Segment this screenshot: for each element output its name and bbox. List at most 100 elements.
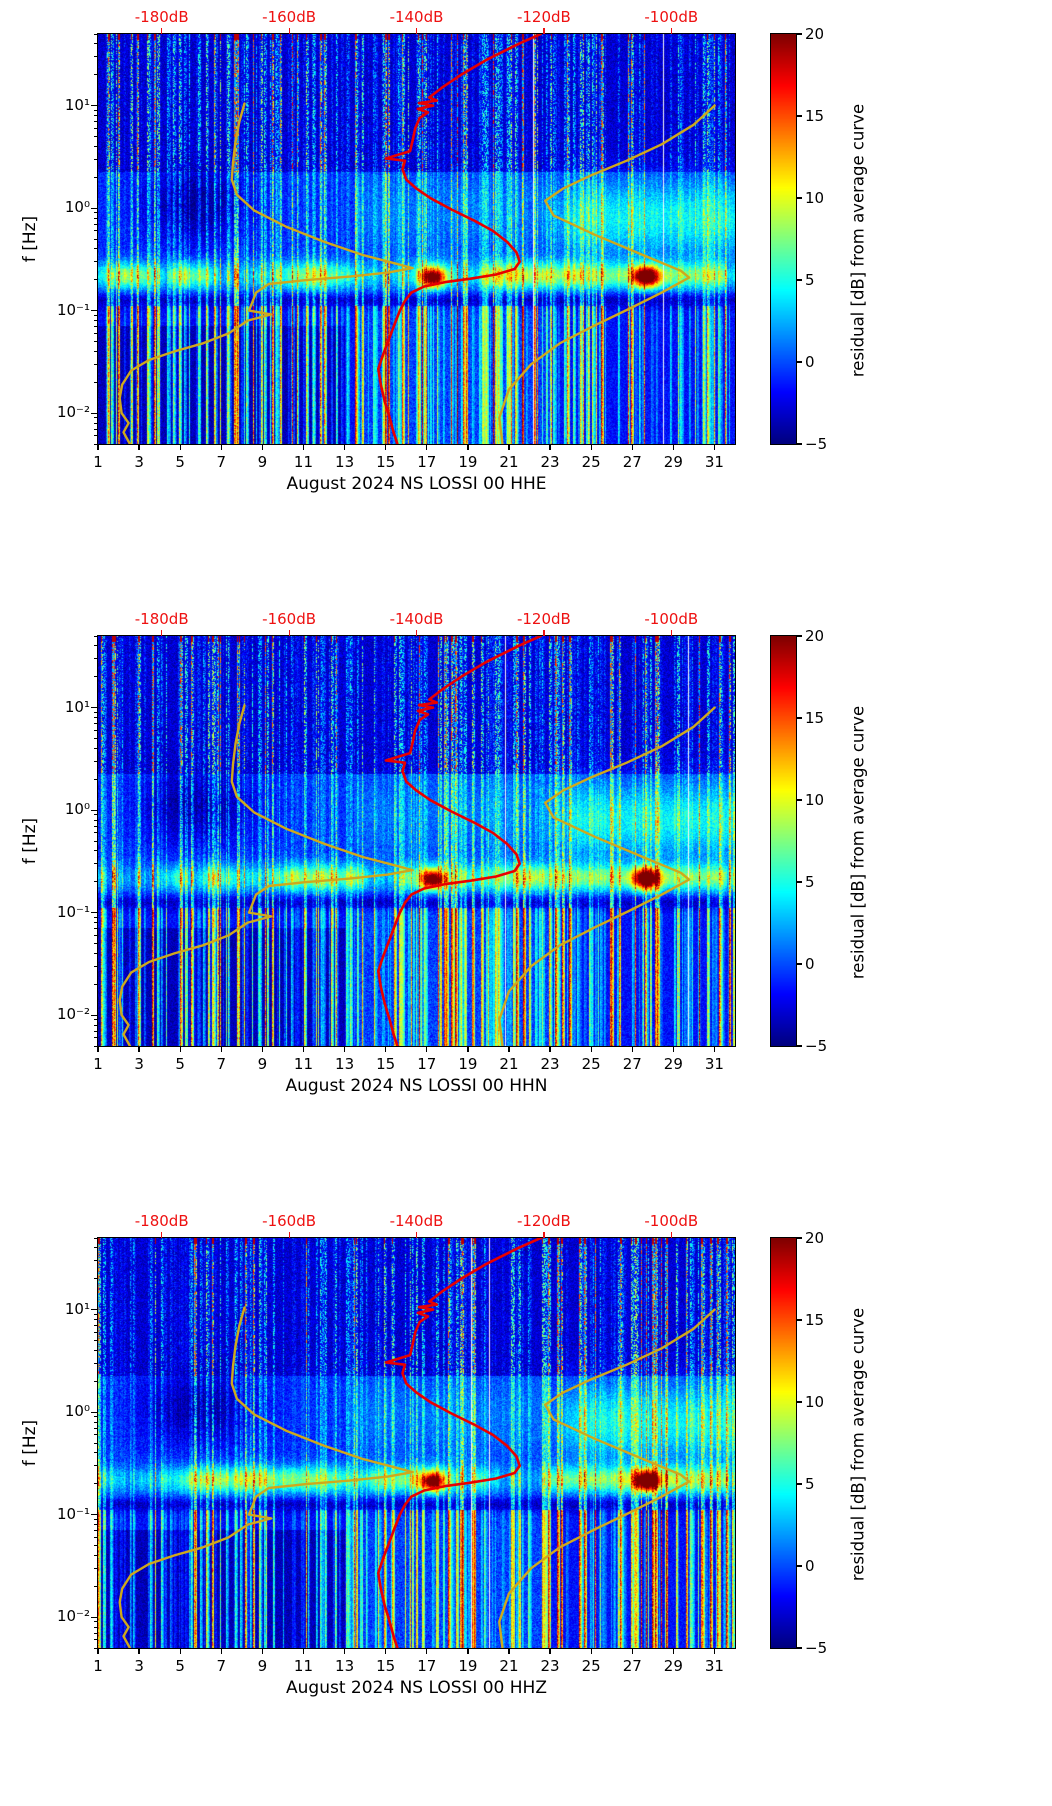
x-tick (590, 1046, 592, 1052)
colorbar-canvas (771, 34, 796, 444)
y-minor-tick (94, 1567, 98, 1569)
x-tick-label: 13 (335, 1657, 355, 1675)
x-tick-label: 23 (540, 1055, 560, 1073)
x-tick-label: 29 (663, 1657, 683, 1675)
y-minor-tick (94, 1325, 98, 1327)
top-db-label: -180dB (134, 1212, 189, 1230)
y-minor-tick (94, 176, 98, 178)
x-tick-label: 27 (622, 1055, 642, 1073)
x-tick (97, 1046, 99, 1052)
colorbar-tick-label: 10 (805, 791, 825, 809)
y-tick-label: 10⁻² (56, 403, 90, 422)
top-db-tick (288, 28, 290, 34)
x-tick (343, 1648, 346, 1654)
y-axis-label: f [Hz] (20, 1419, 40, 1467)
y-minor-tick (94, 248, 98, 250)
plot-area (97, 635, 736, 1047)
y-minor-tick (94, 943, 98, 944)
x-tick-label: 25 (581, 1055, 601, 1073)
y-minor-tick (94, 1349, 98, 1351)
y-minor-tick (94, 1621, 98, 1623)
x-tick (672, 1046, 675, 1052)
y-minor-tick (94, 1427, 98, 1429)
x-tick-label: 19 (458, 1657, 478, 1675)
y-minor-tick (94, 261, 98, 263)
y-minor-tick (94, 1019, 98, 1021)
colorbar-tick-label: 15 (805, 107, 825, 125)
colorbar-tick-label: −5 (805, 435, 828, 453)
y-minor-tick (94, 723, 98, 725)
y-axis-label: f [Hz] (20, 817, 40, 865)
x-tick-label: 21 (499, 453, 519, 471)
top-db-label: -120dB (516, 610, 571, 628)
colorbar-tick (797, 279, 802, 281)
top-db-tick (670, 630, 672, 636)
y-minor-tick (94, 863, 98, 865)
x-tick-label: 3 (134, 1657, 144, 1675)
colorbar-tick-label: 20 (805, 25, 825, 43)
top-db-tick (415, 1232, 418, 1238)
x-tick-label: 1 (93, 1055, 103, 1073)
y-minor-tick (94, 1530, 98, 1532)
y-tick-label: 10⁰ (64, 198, 90, 217)
y-minor-tick (94, 1483, 98, 1485)
y-minor-tick (94, 825, 98, 827)
x-tick (467, 444, 469, 450)
x-tick (631, 1648, 633, 1654)
x-tick-label: 19 (458, 1055, 478, 1073)
top-db-label: -120dB (516, 1212, 571, 1230)
y-tick-label: 10⁻² (56, 1607, 90, 1626)
noise-model-high-curve (498, 706, 716, 1046)
x-tick (220, 1648, 222, 1654)
colorbar-tick (797, 33, 802, 35)
y-minor-tick (94, 1639, 98, 1641)
y-minor-tick (94, 109, 98, 111)
y-minor-tick (94, 676, 98, 678)
x-tick (302, 1046, 305, 1052)
x-tick (426, 1046, 428, 1052)
x-tick (426, 1648, 428, 1654)
x-tick (343, 444, 346, 450)
x-tick (179, 444, 181, 450)
top-db-label: -180dB (134, 610, 189, 628)
x-axis-title: August 2024 NS LOSSI 00 HHN (285, 1076, 548, 1096)
x-tick-label: 5 (175, 453, 185, 471)
x-tick (261, 1046, 264, 1052)
y-minor-tick (94, 158, 98, 160)
colorbar-canvas (771, 1238, 796, 1648)
noise-model-low-curve (118, 1306, 414, 1648)
top-db-label: -180dB (134, 8, 189, 26)
top-db-tick (415, 28, 418, 34)
x-tick-label: 13 (335, 453, 355, 471)
y-tick-label: 10⁻¹ (56, 300, 90, 319)
y-tick (91, 1014, 98, 1016)
x-tick-label: 17 (417, 1657, 437, 1675)
x-tick-label: 3 (134, 1055, 144, 1073)
y-axis-label: f [Hz] (20, 215, 40, 263)
top-db-label: -100dB (644, 610, 699, 628)
x-tick (179, 1648, 181, 1654)
y-minor-tick (94, 223, 98, 225)
y-minor-tick (94, 1421, 98, 1423)
x-tick (179, 1046, 181, 1052)
y-minor-tick (94, 332, 98, 334)
y-minor-tick (94, 1647, 98, 1649)
x-tick (713, 444, 716, 450)
x-tick-label: 17 (417, 1055, 437, 1073)
x-tick (138, 1046, 140, 1052)
x-tick-label: 9 (257, 1657, 268, 1675)
x-tick (713, 1648, 716, 1654)
colorbar (770, 1237, 797, 1649)
y-minor-tick (94, 1524, 98, 1526)
x-tick-label: 15 (376, 453, 396, 471)
y-minor-tick (94, 422, 98, 424)
top-db-tick (161, 28, 163, 34)
y-minor-tick (94, 1362, 98, 1364)
colorbar-label: residual [dB] from average curve (848, 1307, 868, 1582)
y-minor-tick (94, 428, 98, 430)
y-minor-tick (94, 279, 98, 281)
y-minor-tick (94, 56, 98, 58)
y-tick-label: 10¹ (64, 95, 90, 114)
colorbar-tick-label: 20 (805, 627, 825, 645)
